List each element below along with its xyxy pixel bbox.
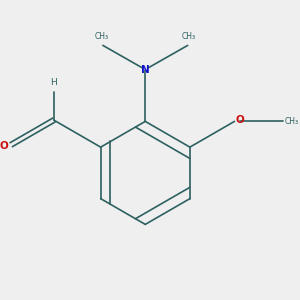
Text: CH₃: CH₃ [285, 117, 299, 126]
Text: H: H [50, 79, 57, 88]
Text: N: N [141, 65, 150, 75]
Text: O: O [236, 115, 245, 125]
Text: CH₃: CH₃ [182, 32, 196, 41]
Text: O: O [0, 141, 8, 151]
Text: CH₃: CH₃ [94, 32, 109, 41]
